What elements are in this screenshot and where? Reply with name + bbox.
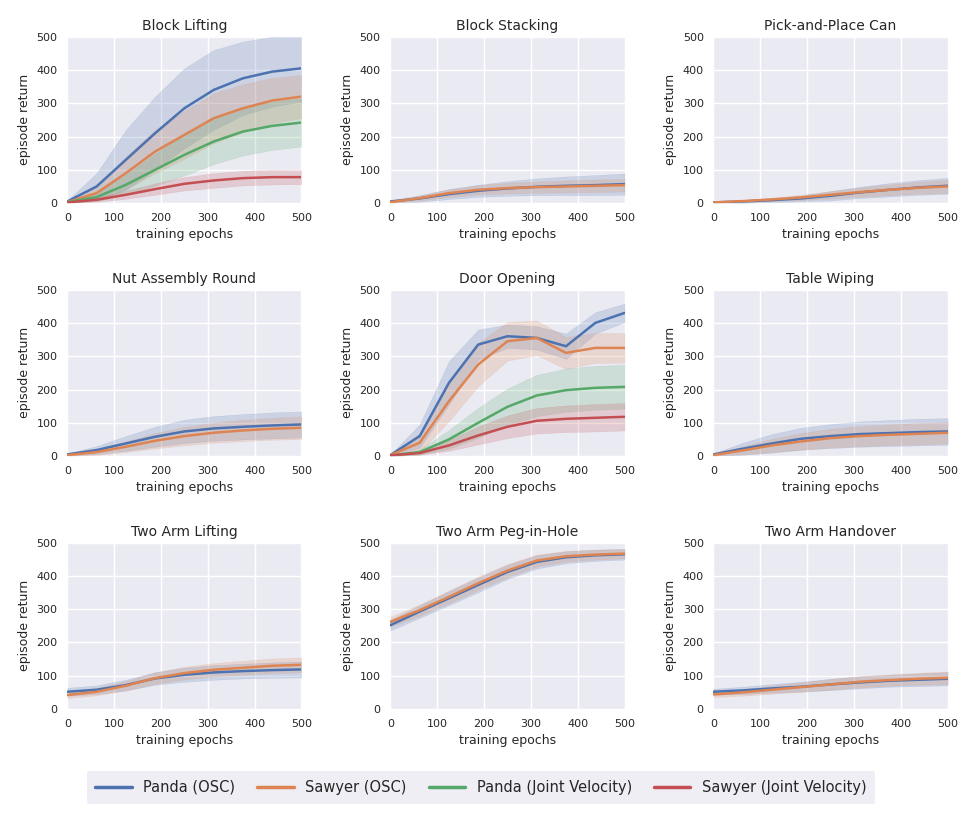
X-axis label: training epochs: training epochs [781,482,878,495]
Y-axis label: episode return: episode return [340,74,354,165]
X-axis label: training epochs: training epochs [136,482,233,495]
Y-axis label: episode return: episode return [18,74,31,165]
Title: Two Arm Peg-in-Hole: Two Arm Peg-in-Hole [436,525,578,539]
X-axis label: training epochs: training epochs [781,734,878,747]
Title: Door Opening: Door Opening [458,271,555,286]
X-axis label: training epochs: training epochs [458,734,555,747]
Y-axis label: episode return: episode return [663,74,677,165]
Title: Two Arm Handover: Two Arm Handover [764,525,895,539]
Y-axis label: episode return: episode return [340,328,354,418]
X-axis label: training epochs: training epochs [781,228,878,241]
Title: Two Arm Lifting: Two Arm Lifting [131,525,237,539]
X-axis label: training epochs: training epochs [136,734,233,747]
X-axis label: training epochs: training epochs [458,482,555,495]
Legend: Panda (OSC), Sawyer (OSC), Panda (Joint Velocity), Sawyer (Joint Velocity): Panda (OSC), Sawyer (OSC), Panda (Joint … [86,771,875,804]
Title: Nut Assembly Round: Nut Assembly Round [112,271,257,286]
Title: Block Stacking: Block Stacking [456,19,558,33]
Y-axis label: episode return: episode return [663,580,677,672]
Y-axis label: episode return: episode return [18,580,31,672]
Title: Table Wiping: Table Wiping [785,271,874,286]
Title: Pick-and-Place Can: Pick-and-Place Can [764,19,896,33]
Y-axis label: episode return: episode return [18,328,31,418]
X-axis label: training epochs: training epochs [136,228,233,241]
Title: Block Lifting: Block Lifting [141,19,227,33]
Y-axis label: episode return: episode return [663,328,677,418]
Y-axis label: episode return: episode return [340,580,354,672]
X-axis label: training epochs: training epochs [458,228,555,241]
